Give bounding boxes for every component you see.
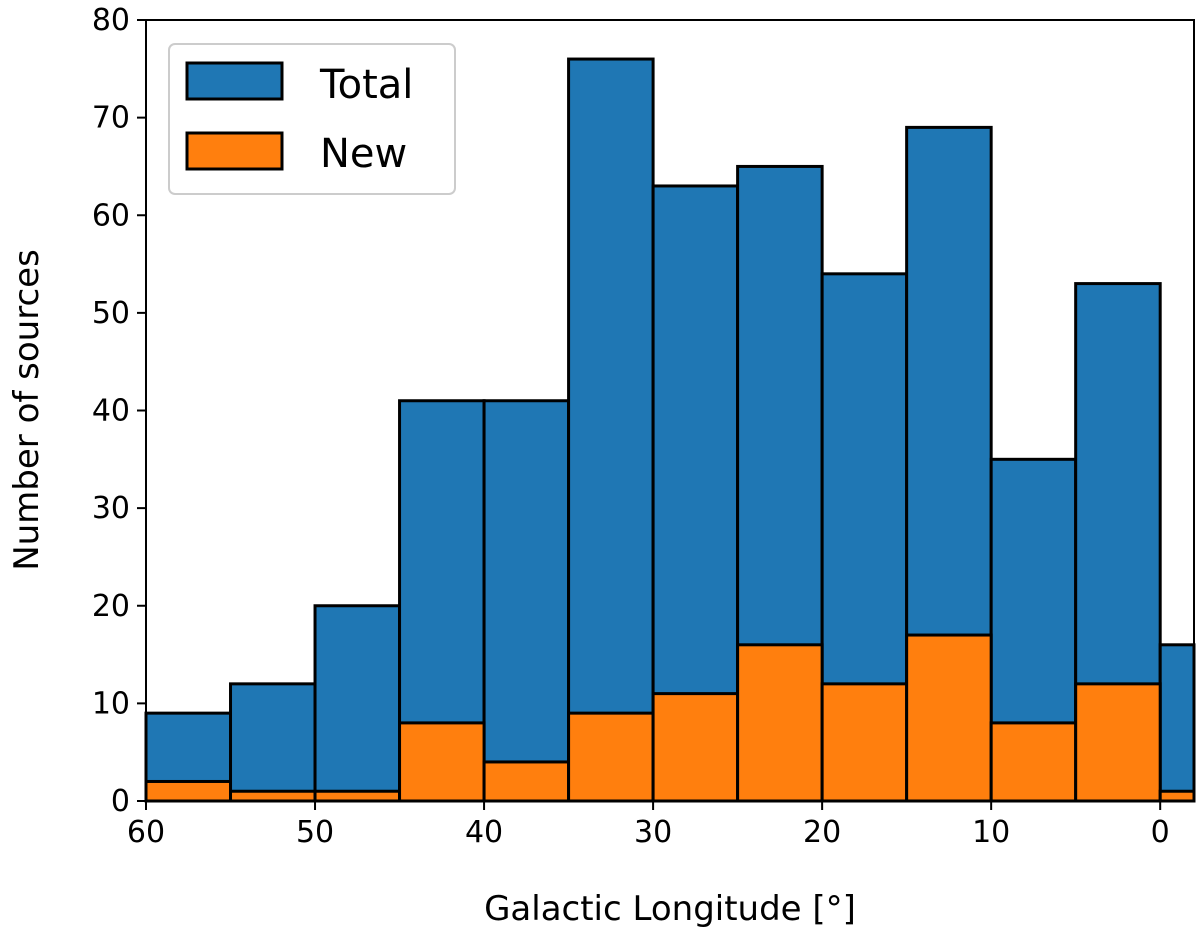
x-axis: 60 50 40 30 20 10 0 [127,801,1170,850]
bar-new-5 [567,711,655,803]
bar-new-11 [1074,682,1162,803]
y-tick-label-10: 10 [92,686,130,721]
y-tick-label-70: 70 [92,101,130,136]
y-tick-label-0: 0 [111,784,130,819]
x-axis-title: Galactic Longitude [°] [484,889,856,929]
y-tick-label-40: 40 [92,394,130,429]
bar-new-12 [1158,789,1196,803]
bar-new-6 [651,692,740,803]
x-tick-label-20: 20 [803,815,841,850]
y-tick-label-30: 30 [92,491,130,526]
bar-new-9 [905,633,993,803]
bar-new-3 [398,721,486,803]
y-tick-label-50: 50 [92,296,130,331]
bar-total-12 [1158,643,1196,803]
y-tick-label-20: 20 [92,589,130,624]
x-tick-label-10: 10 [972,815,1010,850]
y-axis: 0 10 20 30 40 50 60 70 80 [92,3,146,819]
x-tick-label-60: 60 [127,815,165,850]
legend-swatch-total [185,61,284,101]
legend-label-new: New [320,131,407,177]
y-tick-label-60: 60 [92,198,130,233]
bar-new-2 [313,789,402,803]
x-tick-label-40: 40 [465,815,503,850]
bar-new-10 [989,721,1078,803]
bar-new-8 [820,682,909,803]
y-axis-title: Number of sources [7,249,47,571]
x-tick-label-50: 50 [296,815,334,850]
bar-new-0 [144,779,233,803]
legend: Total New [168,43,456,195]
y-tick-label-80: 80 [92,3,130,38]
bar-total-4 [482,399,571,803]
legend-label-total: Total [319,62,413,108]
bar-total-1 [229,682,317,803]
x-tick-label-30: 30 [634,815,672,850]
legend-swatch-new [185,131,284,171]
bar-total-5 [567,57,655,803]
bar-new-7 [736,643,824,803]
x-tick-label-0: 0 [1151,815,1170,850]
bar-new-1 [229,789,317,803]
bar-total-2 [313,604,402,803]
bar-new-4 [482,760,571,803]
